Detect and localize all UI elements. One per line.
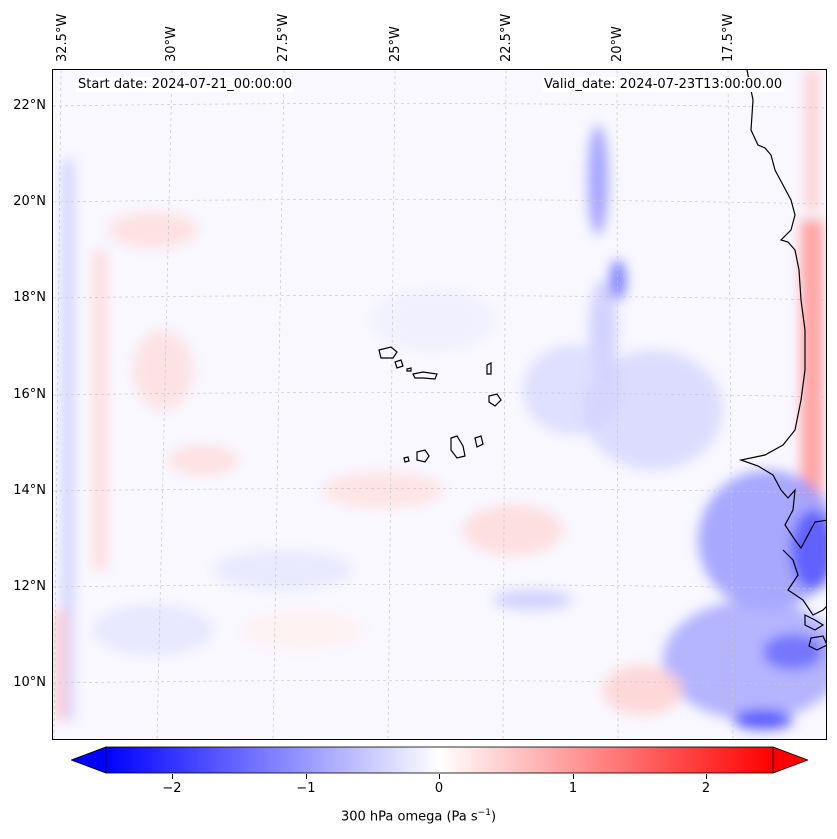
ascent-region-south: [663, 600, 826, 720]
southwest-descent-band: [53, 610, 67, 720]
coastlines: [378, 70, 826, 651]
lat-label-10n: 10°N: [13, 675, 46, 690]
colorbar-tick-2: [706, 774, 707, 779]
island-boa-vista: [488, 393, 502, 407]
lon-label-17-5w: 17.5°W: [721, 13, 736, 62]
omega-field: [53, 70, 826, 730]
colorbar-tick-neg2: [172, 774, 173, 779]
island-fogo: [416, 449, 430, 463]
colorbar-title-prefix: 300 hPa omega (Pa s: [340, 809, 478, 825]
ascent-patch-3: [493, 590, 573, 610]
island-maio: [474, 435, 484, 448]
descent-patch-6: [133, 330, 193, 410]
colorbar-body: [105, 746, 774, 774]
descent-patch-2: [168, 445, 238, 475]
colorbar-extend-max: [772, 746, 810, 774]
gridlines: [53, 70, 826, 739]
lat-label-12n: 12°N: [13, 579, 46, 594]
lon-label-20w: 20°W: [610, 26, 625, 62]
island-brava: [403, 456, 410, 463]
map-panel[interactable]: [52, 69, 827, 740]
colorbar-title: 300 hPa omega (Pa s−1): [0, 808, 837, 824]
colorbar-title-exponent: −1: [477, 808, 491, 818]
island-sao-vicente: [394, 359, 404, 369]
colorbar-label-neg2: −2: [162, 781, 182, 796]
omega-map: [53, 70, 826, 739]
ascent-streak-north: [588, 125, 608, 235]
colorbar-tick-neg1: [306, 774, 307, 779]
start-date-label: Start date: 2024-07-21_00:00:00: [76, 77, 295, 92]
lon-label-22-5w: 22.5°W: [499, 13, 514, 62]
island-santiago: [450, 435, 466, 459]
colorbar-label-2: 2: [701, 781, 711, 796]
north-coastal-descent-band: [805, 70, 819, 210]
ascent-core-9n: [733, 710, 793, 730]
island-santo-antao: [378, 346, 398, 359]
descent-patch-1: [108, 212, 198, 248]
ascent-core-coast: [791, 510, 826, 590]
bijagos-islands: [804, 614, 825, 631]
lon-label-30w: 30°W: [164, 26, 179, 62]
west-descent-band: [93, 250, 107, 570]
ascent-core-18n: [610, 260, 626, 300]
lat-label-22n: 22°N: [13, 98, 46, 113]
colorbar-label-1: 1: [568, 781, 578, 796]
lon-label-32-5w: 32.5°W: [55, 13, 70, 62]
colorbar-title-suffix: ): [490, 809, 497, 825]
bijagos-islands-2: [808, 635, 826, 651]
lat-label-14n: 14°N: [13, 483, 46, 498]
colorbar-tick-0: [439, 774, 440, 779]
colorbar-tick-1: [573, 774, 574, 779]
ascent-region-east: [583, 350, 723, 470]
descent-patch-4: [463, 505, 563, 555]
colorbar: [69, 746, 810, 774]
lat-label-16n: 16°N: [13, 387, 46, 402]
valid-date-label: Valid_date: 2024-07-23T13:00:00.00: [542, 77, 785, 92]
west-africa-south-coast: [782, 549, 826, 616]
west-edge-ascent-band: [63, 160, 73, 720]
lon-label-25w: 25°W: [388, 26, 403, 62]
ascent-patch-4: [373, 290, 493, 350]
lat-label-20n: 20°N: [13, 194, 46, 209]
africa-coastline: [738, 70, 826, 550]
colorbar-label-0: 0: [434, 781, 444, 796]
coastal-descent-band: [801, 220, 823, 500]
descent-patch-7: [243, 610, 363, 650]
descent-patch-3: [323, 472, 443, 508]
lon-label-27-5w: 27.5°W: [276, 13, 291, 62]
colorbar-extend-min: [69, 746, 107, 774]
lat-label-18n: 18°N: [13, 290, 46, 305]
colorbar-label-neg1: −1: [296, 781, 316, 796]
ascent-patch-2: [93, 605, 213, 655]
island-sao-nicolau: [412, 371, 438, 380]
island-sal: [486, 362, 492, 375]
island-santa-luzia: [406, 367, 412, 372]
ascent-patch-1: [213, 550, 353, 590]
ascent-core-11n: [763, 634, 823, 670]
descent-patch-5: [603, 665, 683, 715]
